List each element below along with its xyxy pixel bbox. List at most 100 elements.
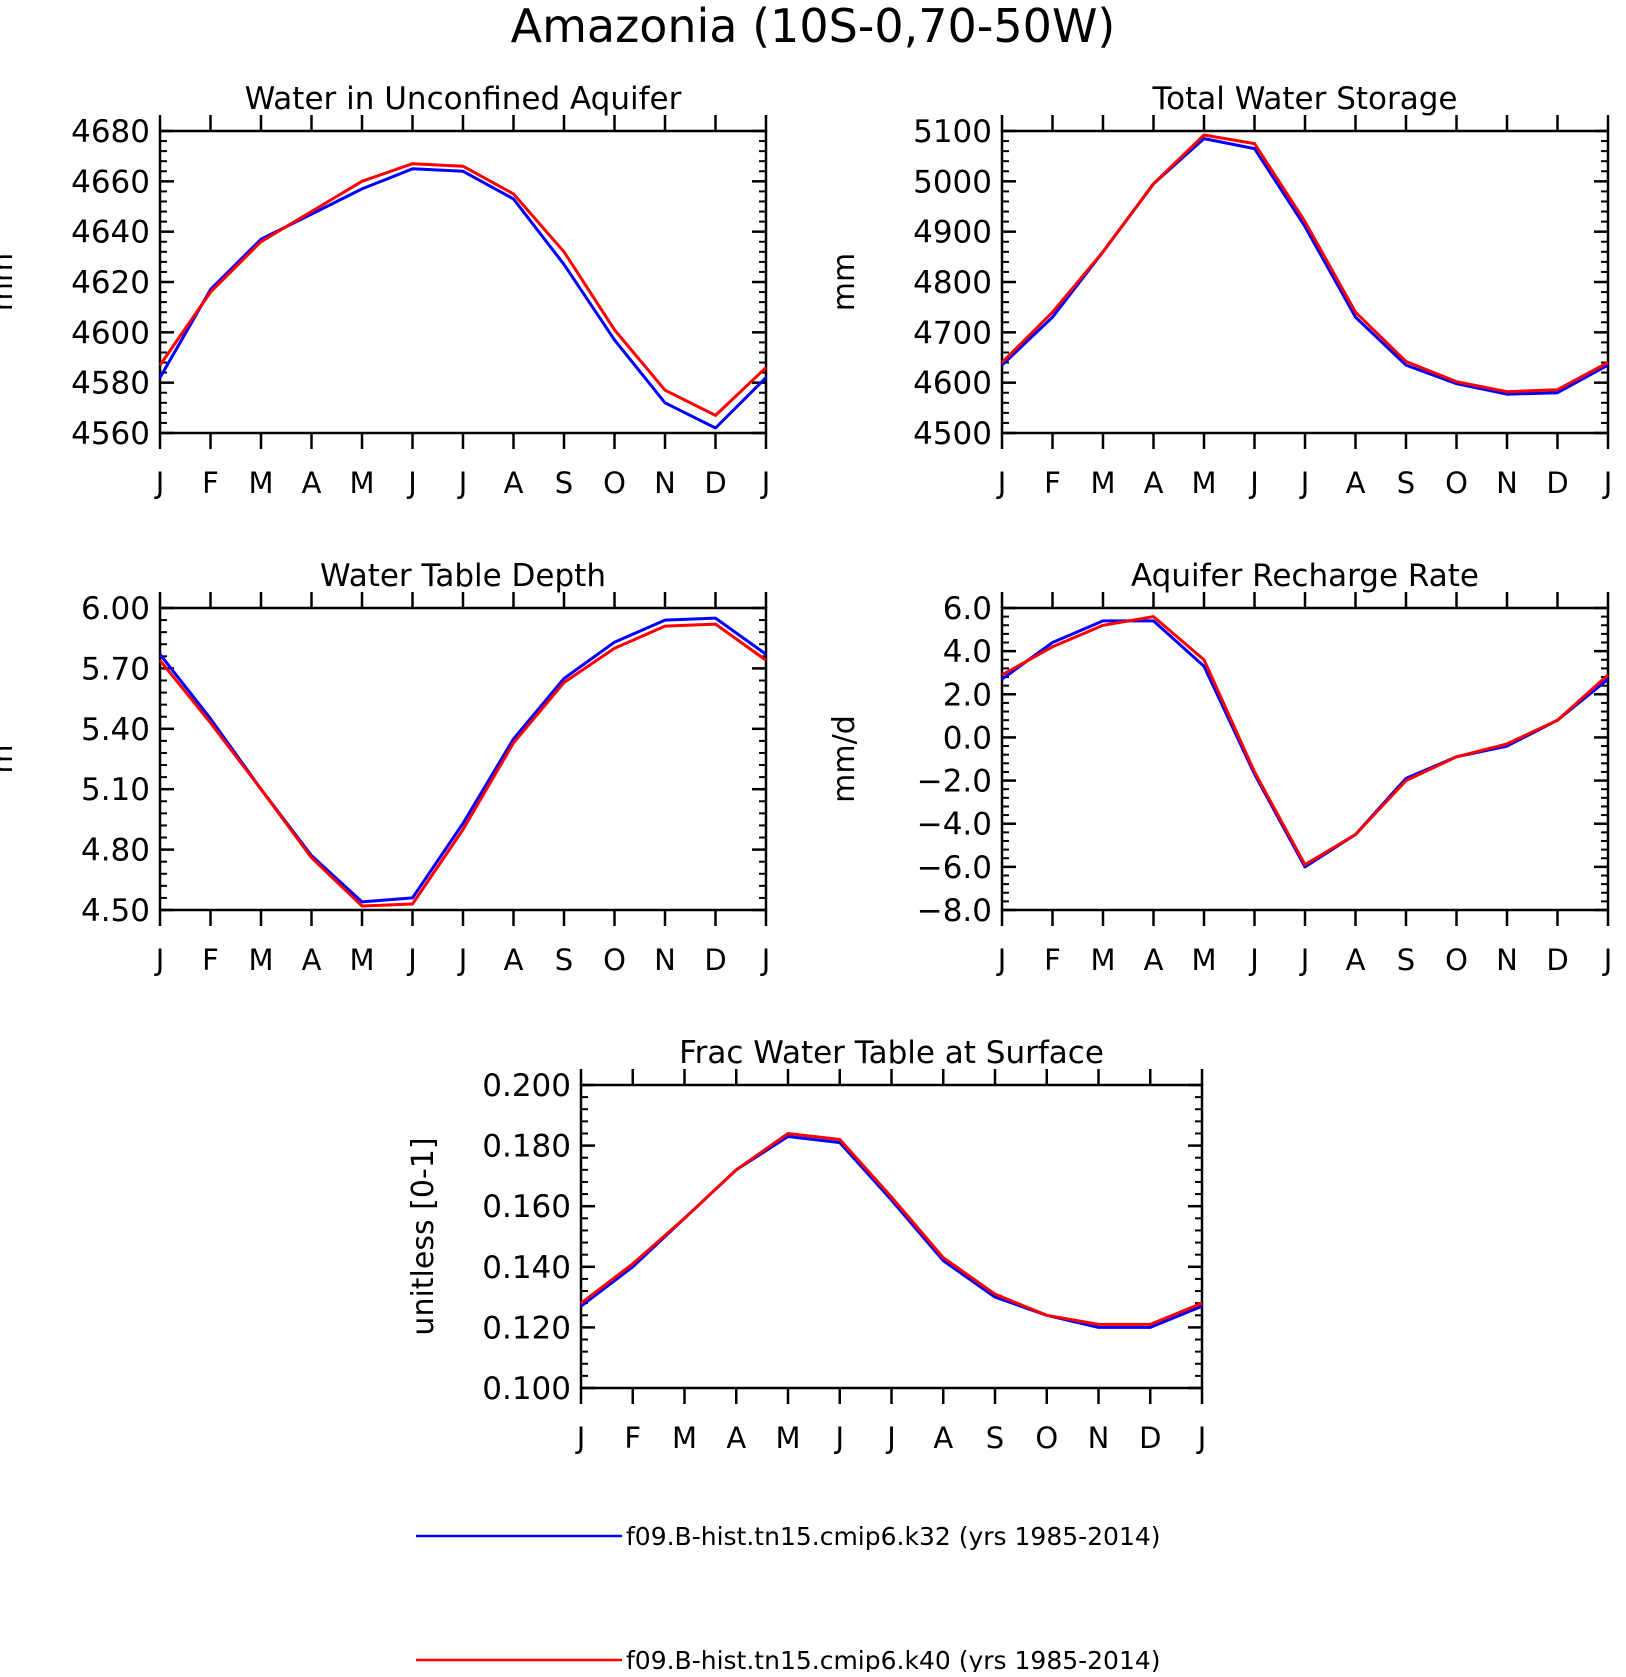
x-tick-label: J [154, 943, 165, 977]
series-line [158, 622, 767, 908]
x-tick-label: O [1035, 1421, 1058, 1455]
x-tick-label: N [654, 466, 676, 500]
y-axis-label: mm [0, 253, 20, 311]
series-line [1000, 133, 1609, 394]
x-tick-label: A [1144, 943, 1164, 977]
x-tick-label: A [302, 466, 322, 500]
series-line [158, 167, 768, 430]
plot-frame [158, 606, 768, 912]
y-tick-label: 4800 [913, 265, 992, 301]
x-tick-label: S [555, 466, 573, 500]
y-tick-label: 5000 [913, 164, 992, 200]
page-title: Amazonia (10S-0,70-50W) [511, 0, 1116, 53]
x-tick-label: D [704, 466, 726, 500]
y-tick-label: 4900 [913, 215, 992, 251]
x-tick-label: M [248, 466, 273, 500]
x-tick-label: J [760, 466, 771, 500]
x-tick-label: F [202, 943, 219, 977]
y-tick-label: 4.80 [81, 833, 150, 869]
y-tick-label: 5100 [913, 114, 992, 150]
y-tick-label: 4640 [71, 215, 150, 251]
x-tick-label: N [654, 943, 676, 977]
chart-panels: Water in Unconfined Aquifer mm 4560 4580 460… [0, 81, 1612, 1455]
x-tick-label: J [833, 1421, 844, 1455]
x-tick-label: M [775, 1421, 800, 1455]
y-tick-label: 4600 [913, 366, 992, 402]
x-tick-label: A [933, 1421, 953, 1455]
x-tick-label: O [1445, 943, 1468, 977]
legend-label: f09.B-hist.tn15.cmip6.k32 (yrs 1985-2014… [626, 1522, 1161, 1551]
x-tick-label: J [406, 466, 417, 500]
x-tick-label: N [1496, 466, 1518, 500]
y-tick-label: 0.120 [482, 1310, 571, 1346]
x-tick-label: M [1191, 466, 1216, 500]
y-tick-label: 2.0 [943, 677, 992, 713]
x-tick-label: J [1248, 466, 1259, 500]
x-tick-label: F [1044, 466, 1061, 500]
y-tick-label: 5.40 [81, 712, 150, 748]
plot-frame [1000, 129, 1610, 435]
series-line [1001, 619, 1609, 869]
y-tick-label: 4620 [71, 265, 150, 301]
y-tick-label: −8.0 [917, 893, 992, 929]
x-tick-label: J [996, 466, 1007, 500]
y-tick-label: −2.0 [917, 764, 992, 800]
x-tick-label: J [1602, 943, 1613, 977]
x-tick-label: S [986, 1421, 1004, 1455]
x-tick-label: M [349, 943, 374, 977]
x-tick-label: A [1144, 466, 1164, 500]
y-tick-label: 0.0 [943, 720, 992, 756]
x-tick-label: J [575, 1421, 586, 1455]
chart-panel: Aquifer Recharge Rate mm/d −8.0 −6.0 −4.0 −2.… [827, 558, 1612, 977]
legend: f09.B-hist.tn15.cmip6.k32 (yrs 1985-2014… [416, 1522, 1161, 1675]
x-tick-label: M [672, 1421, 697, 1455]
chart-title: Total Water Storage [1151, 81, 1457, 117]
y-tick-label: −6.0 [917, 850, 992, 886]
y-axis-label: mm/d [827, 715, 862, 803]
chart-panel: Total Water Storage mm 4500 4600 4700 4800 490… [827, 81, 1612, 500]
y-tick-label: 0.100 [482, 1371, 571, 1407]
chart-title: Water in Unconfined Aquifer [245, 81, 682, 117]
x-tick-label: M [1090, 466, 1115, 500]
chart-panel: Water in Unconfined Aquifer mm 4560 4580 460… [0, 81, 770, 500]
x-tick-label: O [1445, 466, 1468, 500]
plot-frame [158, 129, 768, 435]
y-tick-label: 4700 [913, 315, 992, 351]
series-line [158, 162, 768, 417]
x-tick-label: J [1196, 1421, 1207, 1455]
x-tick-label: M [248, 943, 273, 977]
x-tick-label: A [504, 466, 524, 500]
x-tick-label: S [555, 943, 573, 977]
x-tick-label: M [1090, 943, 1115, 977]
chart-title: Frac Water Table at Surface [679, 1035, 1104, 1071]
chart-panel: Water Table Depth m 4.50 4.80 5.10 5.40 5.70 6.… [0, 558, 770, 977]
x-tick-label: D [704, 943, 726, 977]
x-tick-label: A [302, 943, 322, 977]
y-tick-label: 0.200 [482, 1068, 571, 1104]
series-line [580, 1135, 1203, 1329]
x-tick-label: J [154, 466, 165, 500]
y-axis-label: unitless [0-1] [406, 1137, 441, 1335]
x-tick-label: A [726, 1421, 746, 1455]
y-tick-label: 4500 [913, 416, 992, 452]
x-tick-label: J [760, 943, 771, 977]
y-tick-label: 5.70 [81, 651, 150, 687]
x-tick-label: F [202, 466, 219, 500]
x-tick-label: J [1248, 943, 1259, 977]
x-tick-label: N [1088, 1421, 1110, 1455]
x-tick-label: J [457, 943, 468, 977]
x-tick-label: J [996, 943, 1007, 977]
x-tick-label: A [504, 943, 524, 977]
x-tick-label: J [1299, 466, 1310, 500]
y-tick-label: 5.10 [81, 772, 150, 808]
x-tick-label: O [603, 466, 626, 500]
y-tick-label: 0.160 [482, 1189, 571, 1225]
x-tick-label: A [1346, 466, 1366, 500]
series-line [1001, 615, 1610, 867]
x-tick-label: D [1546, 466, 1568, 500]
y-tick-label: 4600 [71, 315, 150, 351]
chart-panel: Frac Water Table at Surface unitless [0-1… [406, 1035, 1206, 1455]
plot-frame [579, 1083, 1204, 1390]
